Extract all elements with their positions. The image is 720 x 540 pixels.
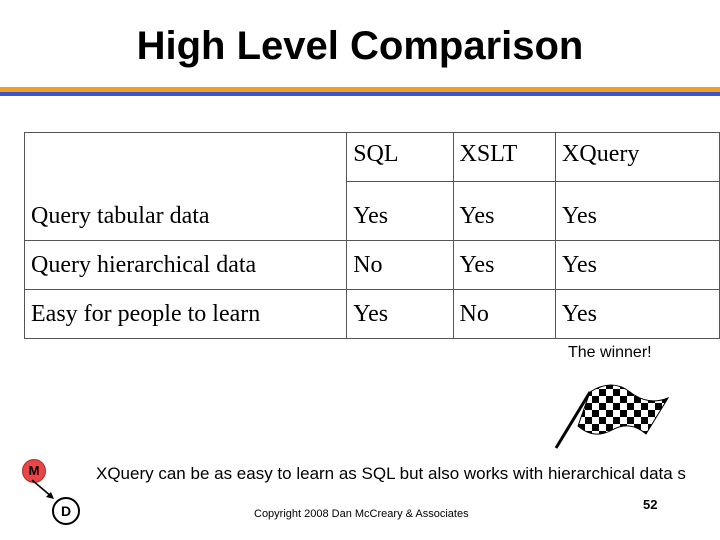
node-m: M bbox=[22, 459, 46, 483]
table-row: Easy for people to learn Yes No Yes bbox=[23, 289, 720, 339]
winner-label: The winner! bbox=[568, 344, 652, 361]
table-cell: Yes bbox=[452, 240, 557, 290]
caption-text: XQuery can be as easy to learn as SQL bu… bbox=[96, 464, 686, 483]
slide-title: High Level Comparison bbox=[136, 24, 584, 68]
column-header-sql: SQL bbox=[346, 132, 454, 182]
feature-label: Easy for people to learn bbox=[23, 289, 348, 339]
arrow-icon bbox=[31, 479, 54, 499]
table-row: Yes Yes Yes bbox=[25, 181, 720, 241]
table-cell: Yes bbox=[452, 181, 557, 241]
table-cell: Yes bbox=[555, 240, 720, 290]
table-header-row: Query tabular data SQL XSLT XQuery bbox=[23, 132, 720, 241]
feature-label: Query tabular data bbox=[31, 203, 210, 229]
feature-label: Query hierarchical data bbox=[23, 240, 348, 290]
checkered-flag-icon bbox=[554, 384, 670, 449]
table-row: Query hierarchical data No Yes Yes bbox=[23, 240, 720, 290]
table-cell: No bbox=[452, 289, 557, 339]
table-cell: Yes bbox=[555, 181, 720, 241]
node-d: D bbox=[52, 497, 80, 525]
column-header-xquery: XQuery bbox=[555, 132, 720, 182]
table-cell: No bbox=[346, 240, 454, 290]
copyright-text: Copyright 2008 Dan McCreary & Associates bbox=[254, 508, 469, 520]
title-rule-orange bbox=[0, 87, 720, 92]
column-header-xslt: XSLT bbox=[452, 132, 557, 182]
table-cell: Yes bbox=[346, 289, 454, 339]
comparison-table: Query tabular data SQL XSLT XQuery Yes Y… bbox=[23, 132, 720, 339]
table-cell: Yes bbox=[555, 289, 720, 339]
table-cell: Yes bbox=[346, 181, 454, 241]
table-cell: Query tabular data bbox=[23, 132, 348, 241]
page-number: 52 bbox=[643, 497, 658, 512]
title-rule-blue bbox=[0, 92, 720, 96]
